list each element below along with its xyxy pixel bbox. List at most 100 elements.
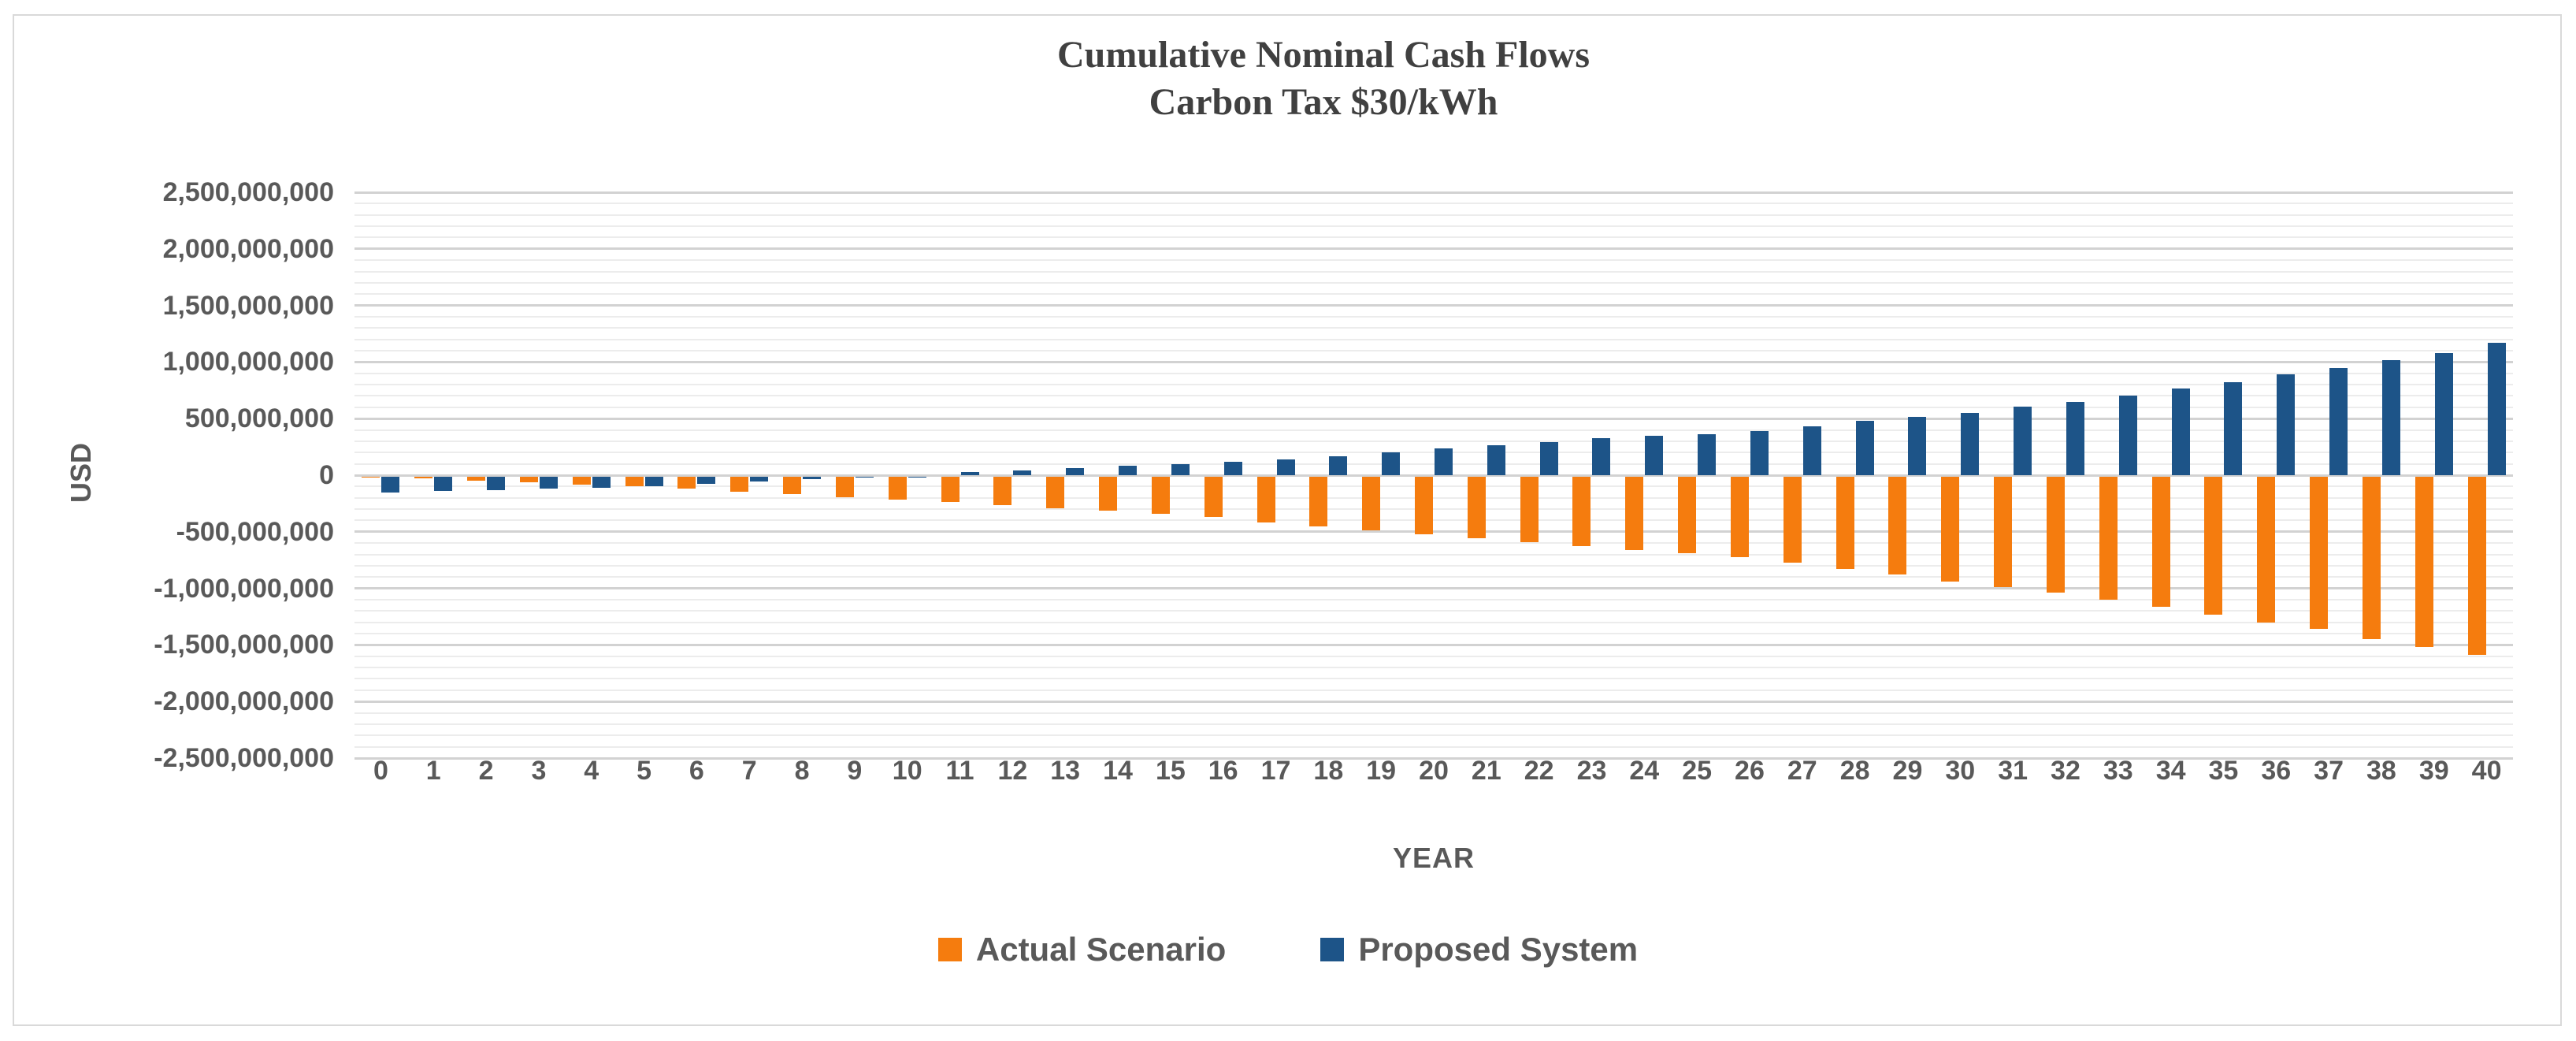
bar-actual-year-36 <box>2257 476 2276 623</box>
minor-gridline <box>354 214 2513 216</box>
minor-gridline <box>354 281 2513 284</box>
minor-gridline <box>354 519 2513 522</box>
x-tick-label: 18 <box>1313 756 1344 786</box>
bar-proposed-year-38 <box>2381 359 2400 475</box>
bar-actual-year-23 <box>1572 476 1591 546</box>
bar-actual-year-2 <box>467 476 486 481</box>
bar-proposed-year-28 <box>1855 421 1874 475</box>
bar-actual-year-29 <box>1888 476 1907 575</box>
minor-gridline <box>354 745 2513 748</box>
y-tick-label: -1,500,000,000 <box>154 630 334 660</box>
minor-gridline <box>354 225 2513 228</box>
y-tick-label: 1,500,000,000 <box>162 290 334 321</box>
minor-gridline <box>354 689 2513 691</box>
minor-gridline <box>354 508 2513 511</box>
major-gridline <box>354 530 2513 534</box>
x-tick-label: 34 <box>2155 756 2186 786</box>
minor-gridline <box>354 553 2513 556</box>
bar-proposed-year-40 <box>2487 342 2506 475</box>
bar-actual-year-3 <box>519 476 538 483</box>
minor-gridline <box>354 395 2513 397</box>
bar-proposed-year-34 <box>2171 389 2190 475</box>
bar-actual-year-1 <box>414 476 433 479</box>
minor-gridline <box>354 440 2513 442</box>
y-tick-label: -2,500,000,000 <box>154 743 334 773</box>
major-gridline <box>354 191 2513 194</box>
bar-actual-year-10 <box>888 476 907 500</box>
bar-actual-year-20 <box>1415 476 1433 535</box>
bar-proposed-year-0 <box>381 476 400 493</box>
x-tick-label: 21 <box>1471 756 1501 786</box>
x-tick-label: 16 <box>1208 756 1238 786</box>
bar-proposed-year-15 <box>1171 464 1190 475</box>
x-tick-label: 37 <box>2314 756 2344 786</box>
legend: Actual Scenario Proposed System <box>0 926 2576 973</box>
bar-proposed-year-6 <box>697 476 716 484</box>
bar-proposed-year-18 <box>1329 456 1348 475</box>
bar-proposed-year-2 <box>487 476 506 490</box>
bar-proposed-year-22 <box>1539 442 1558 475</box>
x-tick-label: 13 <box>1050 756 1081 786</box>
bar-actual-year-11 <box>941 476 960 502</box>
x-tick-label: 36 <box>2261 756 2292 786</box>
y-tick-label: 500,000,000 <box>184 403 334 434</box>
bar-proposed-year-23 <box>1592 437 1611 475</box>
bar-proposed-year-27 <box>1802 426 1821 475</box>
bar-actual-year-5 <box>625 476 644 487</box>
x-tick-label: 23 <box>1576 756 1607 786</box>
bar-proposed-year-5 <box>644 476 663 486</box>
legend-label-actual: Actual Scenario <box>975 931 1227 968</box>
minor-gridline <box>354 327 2513 329</box>
bar-proposed-year-32 <box>2066 401 2084 475</box>
bar-actual-year-15 <box>1151 476 1170 514</box>
x-tick-label: 15 <box>1155 756 1186 786</box>
x-tick-label: 32 <box>2051 756 2080 786</box>
x-tick-label: 4 <box>584 756 599 786</box>
minor-gridline <box>354 678 2513 680</box>
x-tick-label: 20 <box>1419 756 1449 786</box>
minor-gridline <box>354 564 2513 567</box>
bar-actual-year-25 <box>1678 476 1697 554</box>
bar-proposed-year-20 <box>1435 448 1453 475</box>
major-gridline <box>354 247 2513 251</box>
bar-proposed-year-21 <box>1487 444 1505 475</box>
y-tick-label: -2,000,000,000 <box>154 686 334 717</box>
bar-actual-year-35 <box>2204 476 2223 615</box>
x-tick-label: 17 <box>1260 756 1291 786</box>
x-tick-label: 31 <box>1998 756 2029 786</box>
y-tick-label: 2,500,000,000 <box>162 177 334 207</box>
x-tick-label: 33 <box>2103 756 2133 786</box>
bar-proposed-year-10 <box>908 476 926 478</box>
y-tick-label: 0 <box>319 460 334 490</box>
minor-gridline <box>354 633 2513 635</box>
x-tick-label: 12 <box>997 756 1028 786</box>
bar-proposed-year-33 <box>2118 395 2137 475</box>
x-tick-label: 24 <box>1629 756 1660 786</box>
bar-proposed-year-16 <box>1223 462 1242 475</box>
minor-gridline <box>354 542 2513 545</box>
y-tick-label: -500,000,000 <box>176 516 334 547</box>
minor-gridline <box>354 384 2513 386</box>
x-tick-label: 14 <box>1103 756 1133 786</box>
x-axis-title: YEAR <box>1392 842 1475 874</box>
major-gridline <box>354 587 2513 590</box>
bar-actual-year-9 <box>835 476 854 498</box>
minor-gridline <box>354 270 2513 273</box>
minor-gridline <box>354 598 2513 600</box>
minor-gridline <box>354 236 2513 239</box>
minor-gridline <box>354 372 2513 374</box>
x-tick-label: 10 <box>892 756 922 786</box>
bar-proposed-year-14 <box>1119 465 1138 475</box>
major-gridline <box>354 757 2513 760</box>
minor-gridline <box>354 723 2513 725</box>
bar-actual-year-28 <box>1835 476 1854 569</box>
x-tick-label: 35 <box>2208 756 2239 786</box>
bar-actual-year-7 <box>730 476 749 492</box>
x-tick-label: 39 <box>2418 756 2449 786</box>
bar-actual-year-24 <box>1625 476 1644 550</box>
x-tick-label: 30 <box>1945 756 1976 786</box>
minor-gridline <box>354 429 2513 431</box>
minor-gridline <box>354 452 2513 454</box>
major-gridline <box>354 474 2513 477</box>
bar-actual-year-30 <box>1941 476 1960 582</box>
